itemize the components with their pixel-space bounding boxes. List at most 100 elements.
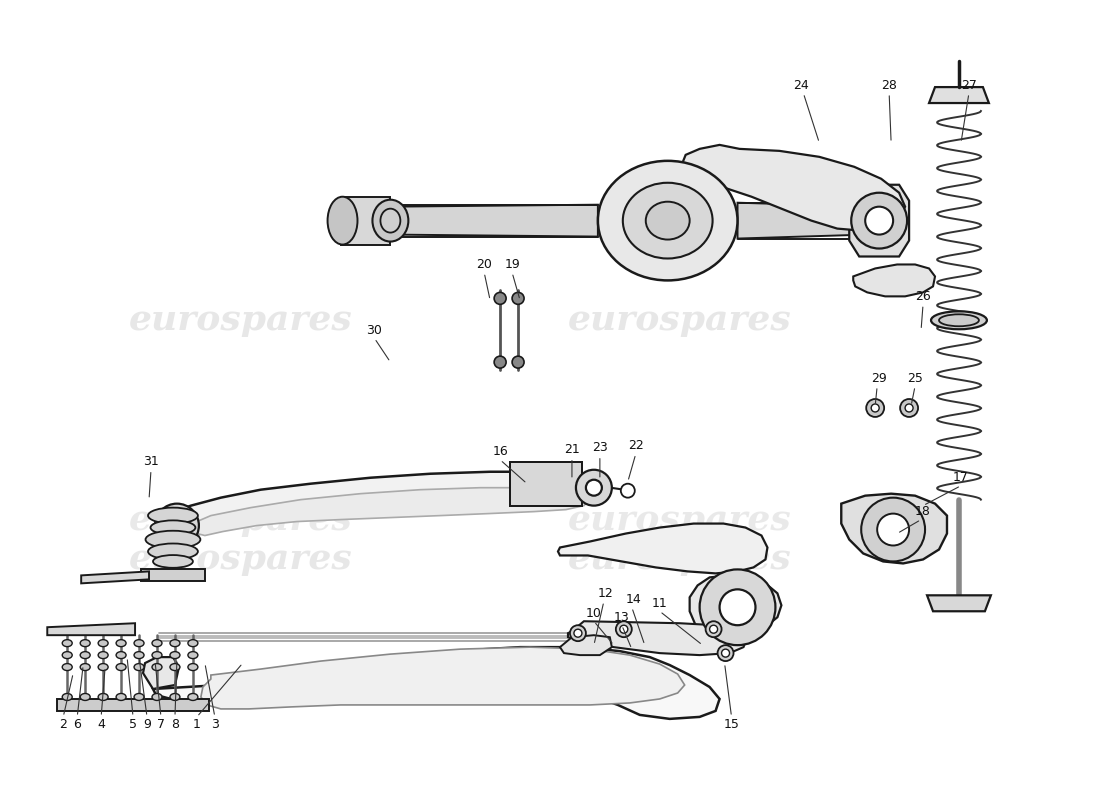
Polygon shape	[558, 523, 768, 574]
Ellipse shape	[188, 652, 198, 658]
Text: eurospares: eurospares	[129, 303, 353, 338]
Polygon shape	[927, 595, 991, 611]
Polygon shape	[390, 205, 598, 237]
Ellipse shape	[80, 652, 90, 658]
Polygon shape	[341, 197, 390, 245]
Circle shape	[861, 498, 925, 562]
Ellipse shape	[98, 652, 108, 658]
Text: 28: 28	[881, 78, 898, 91]
Circle shape	[586, 480, 602, 496]
Ellipse shape	[80, 694, 90, 701]
Text: 24: 24	[793, 78, 810, 91]
Ellipse shape	[598, 161, 737, 281]
Text: eurospares: eurospares	[129, 542, 353, 577]
Polygon shape	[510, 462, 582, 506]
Polygon shape	[690, 575, 781, 639]
Ellipse shape	[170, 694, 180, 701]
Polygon shape	[153, 647, 719, 719]
Circle shape	[719, 590, 756, 626]
Ellipse shape	[931, 311, 987, 330]
Ellipse shape	[134, 694, 144, 701]
Text: 30: 30	[366, 324, 383, 337]
Circle shape	[576, 470, 612, 506]
Text: 14: 14	[626, 593, 641, 606]
Polygon shape	[737, 202, 867, 238]
Text: 27: 27	[961, 78, 977, 91]
Ellipse shape	[153, 555, 192, 568]
Text: 17: 17	[953, 471, 969, 484]
Text: 26: 26	[915, 290, 931, 303]
Text: 2: 2	[59, 718, 67, 731]
Polygon shape	[682, 145, 905, 230]
Ellipse shape	[80, 663, 90, 670]
Circle shape	[616, 622, 631, 637]
Ellipse shape	[117, 652, 126, 658]
Ellipse shape	[646, 202, 690, 239]
Text: eurospares: eurospares	[568, 502, 792, 537]
Text: 15: 15	[724, 718, 739, 731]
Polygon shape	[192, 488, 590, 535]
Ellipse shape	[623, 182, 713, 258]
Text: 12: 12	[598, 587, 614, 600]
Circle shape	[877, 514, 909, 546]
Ellipse shape	[152, 694, 162, 701]
Ellipse shape	[148, 543, 198, 559]
Ellipse shape	[134, 640, 144, 646]
Text: 21: 21	[564, 443, 580, 456]
Ellipse shape	[145, 530, 200, 548]
Text: 1: 1	[192, 718, 201, 731]
Ellipse shape	[98, 640, 108, 646]
Text: 18: 18	[915, 505, 931, 518]
Circle shape	[619, 626, 628, 633]
Polygon shape	[57, 699, 209, 711]
Text: 7: 7	[157, 718, 165, 731]
Ellipse shape	[170, 663, 180, 670]
Ellipse shape	[134, 652, 144, 658]
Text: 3: 3	[211, 718, 219, 731]
Ellipse shape	[188, 663, 198, 670]
Text: 29: 29	[871, 371, 887, 385]
Polygon shape	[854, 265, 935, 296]
Ellipse shape	[63, 640, 73, 646]
Circle shape	[722, 649, 729, 657]
Text: 11: 11	[652, 597, 668, 610]
Circle shape	[717, 645, 734, 661]
Circle shape	[620, 484, 635, 498]
Circle shape	[494, 292, 506, 304]
Ellipse shape	[63, 663, 73, 670]
Text: 31: 31	[143, 455, 158, 468]
Ellipse shape	[80, 640, 90, 646]
Ellipse shape	[148, 508, 198, 523]
Polygon shape	[163, 472, 600, 539]
Ellipse shape	[188, 694, 198, 701]
Ellipse shape	[170, 640, 180, 646]
Circle shape	[871, 404, 879, 412]
Ellipse shape	[63, 652, 73, 658]
Ellipse shape	[328, 197, 358, 245]
Text: eurospares: eurospares	[129, 502, 353, 537]
Polygon shape	[81, 571, 148, 583]
Ellipse shape	[188, 640, 198, 646]
Ellipse shape	[939, 314, 979, 326]
Circle shape	[710, 626, 717, 633]
Circle shape	[155, 504, 199, 547]
Text: eurospares: eurospares	[568, 542, 792, 577]
Text: 19: 19	[504, 258, 520, 271]
Text: 23: 23	[592, 442, 607, 454]
Circle shape	[494, 356, 506, 368]
Ellipse shape	[117, 663, 126, 670]
Text: 13: 13	[614, 610, 629, 624]
Circle shape	[574, 630, 582, 637]
Ellipse shape	[381, 209, 400, 233]
Circle shape	[705, 622, 722, 637]
Ellipse shape	[117, 694, 126, 701]
Polygon shape	[568, 622, 748, 655]
Text: eurospares: eurospares	[568, 303, 792, 338]
Text: 8: 8	[170, 718, 179, 731]
Ellipse shape	[152, 652, 162, 658]
Ellipse shape	[152, 640, 162, 646]
Circle shape	[866, 206, 893, 234]
Ellipse shape	[134, 663, 144, 670]
Polygon shape	[143, 657, 179, 689]
Ellipse shape	[373, 200, 408, 242]
